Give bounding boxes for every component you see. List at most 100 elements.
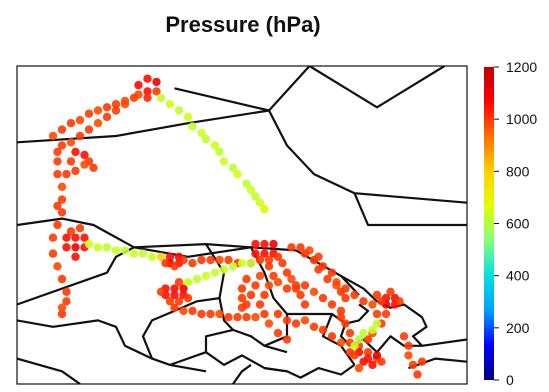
pressure-point bbox=[368, 300, 377, 309]
pressure-point bbox=[192, 274, 202, 284]
pressure-point bbox=[66, 157, 76, 166]
pressure-point bbox=[395, 297, 404, 306]
pressure-point bbox=[206, 309, 215, 319]
pressure-point bbox=[255, 255, 265, 265]
pressure-point bbox=[84, 239, 94, 249]
pressure-point bbox=[309, 287, 319, 296]
pressure-point bbox=[242, 179, 251, 188]
pressure-point bbox=[264, 281, 274, 290]
pressure-point bbox=[237, 303, 247, 312]
pressure-point bbox=[237, 284, 247, 293]
pressure-point bbox=[300, 249, 310, 258]
pressure-point bbox=[93, 243, 103, 252]
pressure-point bbox=[179, 284, 188, 293]
pressure-point bbox=[296, 243, 305, 252]
pressure-point bbox=[246, 259, 256, 268]
pressure-point bbox=[201, 134, 211, 144]
pressure-point bbox=[264, 319, 274, 328]
pressure-point bbox=[143, 93, 152, 103]
pressure-point bbox=[174, 278, 184, 287]
pressure-point bbox=[359, 297, 368, 306]
pressure-point bbox=[368, 360, 377, 370]
pressure-point bbox=[350, 341, 359, 350]
boundary-line bbox=[264, 364, 356, 379]
pressure-point bbox=[93, 119, 103, 128]
plot-frame bbox=[16, 65, 468, 385]
pressure-point bbox=[80, 160, 89, 169]
pressure-point bbox=[269, 239, 278, 249]
pressure-point bbox=[66, 138, 76, 147]
pressure-point bbox=[156, 93, 166, 103]
pressure-point bbox=[156, 287, 166, 296]
pressure-point bbox=[291, 319, 301, 328]
pressure-point bbox=[57, 274, 67, 284]
pressure-point bbox=[350, 290, 359, 300]
pressure-point bbox=[111, 100, 121, 109]
pressure-point bbox=[251, 313, 260, 322]
pressure-point bbox=[251, 192, 260, 201]
pressure-point bbox=[183, 278, 193, 287]
pressure-point bbox=[287, 243, 296, 252]
pressure-point bbox=[152, 87, 161, 96]
colorbar bbox=[484, 67, 494, 380]
pressure-point bbox=[80, 150, 89, 160]
pressure-point bbox=[75, 115, 85, 125]
pressure-point bbox=[120, 246, 130, 255]
pressure-point bbox=[143, 87, 152, 96]
pressure-point bbox=[341, 319, 350, 328]
pressure-point bbox=[372, 290, 382, 300]
pressure-point bbox=[188, 122, 197, 131]
boundary-line bbox=[268, 66, 311, 112]
pressure-point bbox=[246, 290, 256, 300]
pressure-point bbox=[219, 157, 229, 166]
pressure-point bbox=[71, 166, 80, 176]
pressure-point bbox=[372, 319, 382, 328]
pressure-point bbox=[345, 328, 355, 338]
pressure-point bbox=[354, 363, 364, 373]
pressure-point bbox=[323, 274, 332, 284]
colorbar-tick-label: 600 bbox=[506, 216, 530, 232]
pressure-point bbox=[111, 106, 121, 115]
pressure-point bbox=[80, 233, 89, 242]
pressure-point bbox=[332, 281, 341, 290]
pressure-point bbox=[251, 281, 260, 290]
pressure-point bbox=[404, 341, 413, 350]
pressure-point bbox=[278, 259, 287, 268]
pressure-point bbox=[57, 309, 67, 319]
pressure-point bbox=[314, 265, 323, 274]
pressure-point bbox=[273, 278, 283, 287]
pressure-point bbox=[372, 351, 382, 360]
colorbar-ticks: 0 200 400 600 800 1000 1200 bbox=[494, 59, 537, 388]
boundary-line bbox=[141, 297, 220, 360]
pressure-point bbox=[233, 313, 242, 322]
pressure-point bbox=[152, 77, 161, 87]
pressure-point bbox=[300, 300, 310, 309]
pressure-point bbox=[215, 147, 224, 157]
pressure-point bbox=[237, 293, 247, 303]
pressure-point bbox=[282, 335, 292, 344]
pressure-point bbox=[71, 147, 80, 157]
colorbar-tick-label: 1200 bbox=[506, 59, 537, 75]
pressure-point bbox=[417, 357, 427, 366]
pressure-point bbox=[255, 300, 265, 309]
pressure-point bbox=[359, 328, 368, 338]
pressure-point bbox=[53, 262, 62, 271]
pressure-point bbox=[165, 297, 175, 306]
pressure-point bbox=[251, 249, 260, 258]
pressure-point bbox=[138, 249, 148, 258]
pressure-point bbox=[197, 309, 206, 319]
pressure-point bbox=[233, 169, 242, 179]
boundary-line bbox=[17, 357, 81, 384]
pressure-point bbox=[183, 112, 193, 122]
pressure-point bbox=[224, 313, 233, 322]
pressure-point bbox=[170, 262, 179, 271]
pressure-point bbox=[165, 100, 175, 109]
pressure-point bbox=[75, 131, 85, 141]
pressure-point bbox=[296, 290, 305, 300]
pressure-point bbox=[377, 357, 386, 366]
boundary-line bbox=[232, 364, 252, 384]
pressure-point bbox=[179, 255, 188, 265]
pressure-point bbox=[188, 306, 197, 316]
pressure-point bbox=[327, 300, 337, 309]
pressure-point bbox=[89, 163, 98, 172]
